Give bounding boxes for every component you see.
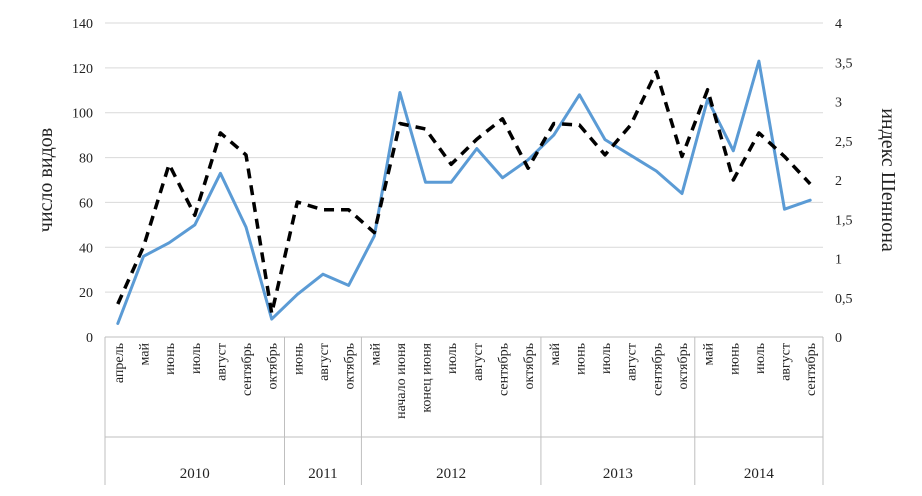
x-tick-label: май <box>548 343 563 366</box>
y2-tick-label: 3 <box>835 96 842 111</box>
tick-labels: 0 20 40 60 80 100 120 140 0 0,5 1 1,5 2 2,5 3 3,5 4 апрел… <box>72 17 853 482</box>
y2-tick-label: 0 <box>835 331 842 346</box>
group-label: 2014 <box>744 466 775 482</box>
x-tick-label: июль <box>445 343 460 374</box>
x-tick-label: сентябрь <box>804 343 819 396</box>
x-tick-label: май <box>137 343 152 366</box>
x-tick-label: август <box>625 343 640 381</box>
x-tick-label: июль <box>189 343 204 374</box>
group-label: 2010 <box>180 466 210 482</box>
y2-tick-label: 2 <box>835 174 842 189</box>
species-count-line <box>116 59 812 325</box>
x-tick-label: начало июня <box>394 342 409 418</box>
shannon-index-line <box>116 69 812 316</box>
x-tick-label: октябрь <box>676 343 691 390</box>
x-tick-label: июнь <box>573 343 588 375</box>
y2-axis-title: индекс Шеннона <box>877 108 899 252</box>
y-tick-label: 0 <box>86 331 93 346</box>
y-tick-label: 80 <box>79 152 93 167</box>
series-lines <box>116 59 812 325</box>
x-tick-label: май <box>368 343 383 366</box>
group-label: 2011 <box>308 466 337 482</box>
x-tick-label: сентябрь <box>240 343 255 396</box>
gridlines <box>105 22 823 293</box>
x-tick-label: май <box>702 343 717 366</box>
x-tick-label: октябрь <box>343 343 358 390</box>
group-label: 2013 <box>603 466 633 482</box>
x-tick-label: июнь <box>727 343 742 375</box>
y2-tick-label: 0,5 <box>835 292 853 307</box>
y-axis-title: число видов <box>35 128 57 232</box>
y-tick-label: 20 <box>79 286 93 301</box>
y2-tick-label: 4 <box>835 17 842 32</box>
y-tick-label: 140 <box>72 17 93 32</box>
x-tick-label: сентябрь <box>650 343 665 396</box>
y2-tick-label: 2,5 <box>835 135 853 150</box>
x-tick-label: август <box>214 343 229 381</box>
x-tick-label: октябрь <box>522 343 537 390</box>
y2-tick-label: 3,5 <box>835 56 853 71</box>
y-tick-label: 120 <box>72 62 93 77</box>
x-tick-label: июнь <box>163 343 178 375</box>
x-tick-label: август <box>779 343 794 381</box>
x-tick-label: октябрь <box>266 343 281 390</box>
x-tick-label: сентябрь <box>496 343 511 396</box>
x-tick-label: август <box>471 343 486 381</box>
y2-tick-label: 1 <box>835 253 842 268</box>
x-tick-label: июнь <box>291 343 306 375</box>
x-tick-label: апрель <box>112 343 127 383</box>
x-tick-label: конец июня <box>420 342 435 412</box>
x-tick-label: июль <box>599 343 614 374</box>
y-tick-label: 60 <box>79 196 93 211</box>
axes <box>104 336 824 485</box>
x-tick-label: июль <box>753 343 768 374</box>
group-label: 2012 <box>436 466 466 482</box>
y2-tick-label: 1,5 <box>835 213 853 228</box>
y-tick-label: 100 <box>72 107 93 122</box>
y-tick-label: 40 <box>79 241 93 256</box>
x-tick-label: август <box>317 343 332 381</box>
